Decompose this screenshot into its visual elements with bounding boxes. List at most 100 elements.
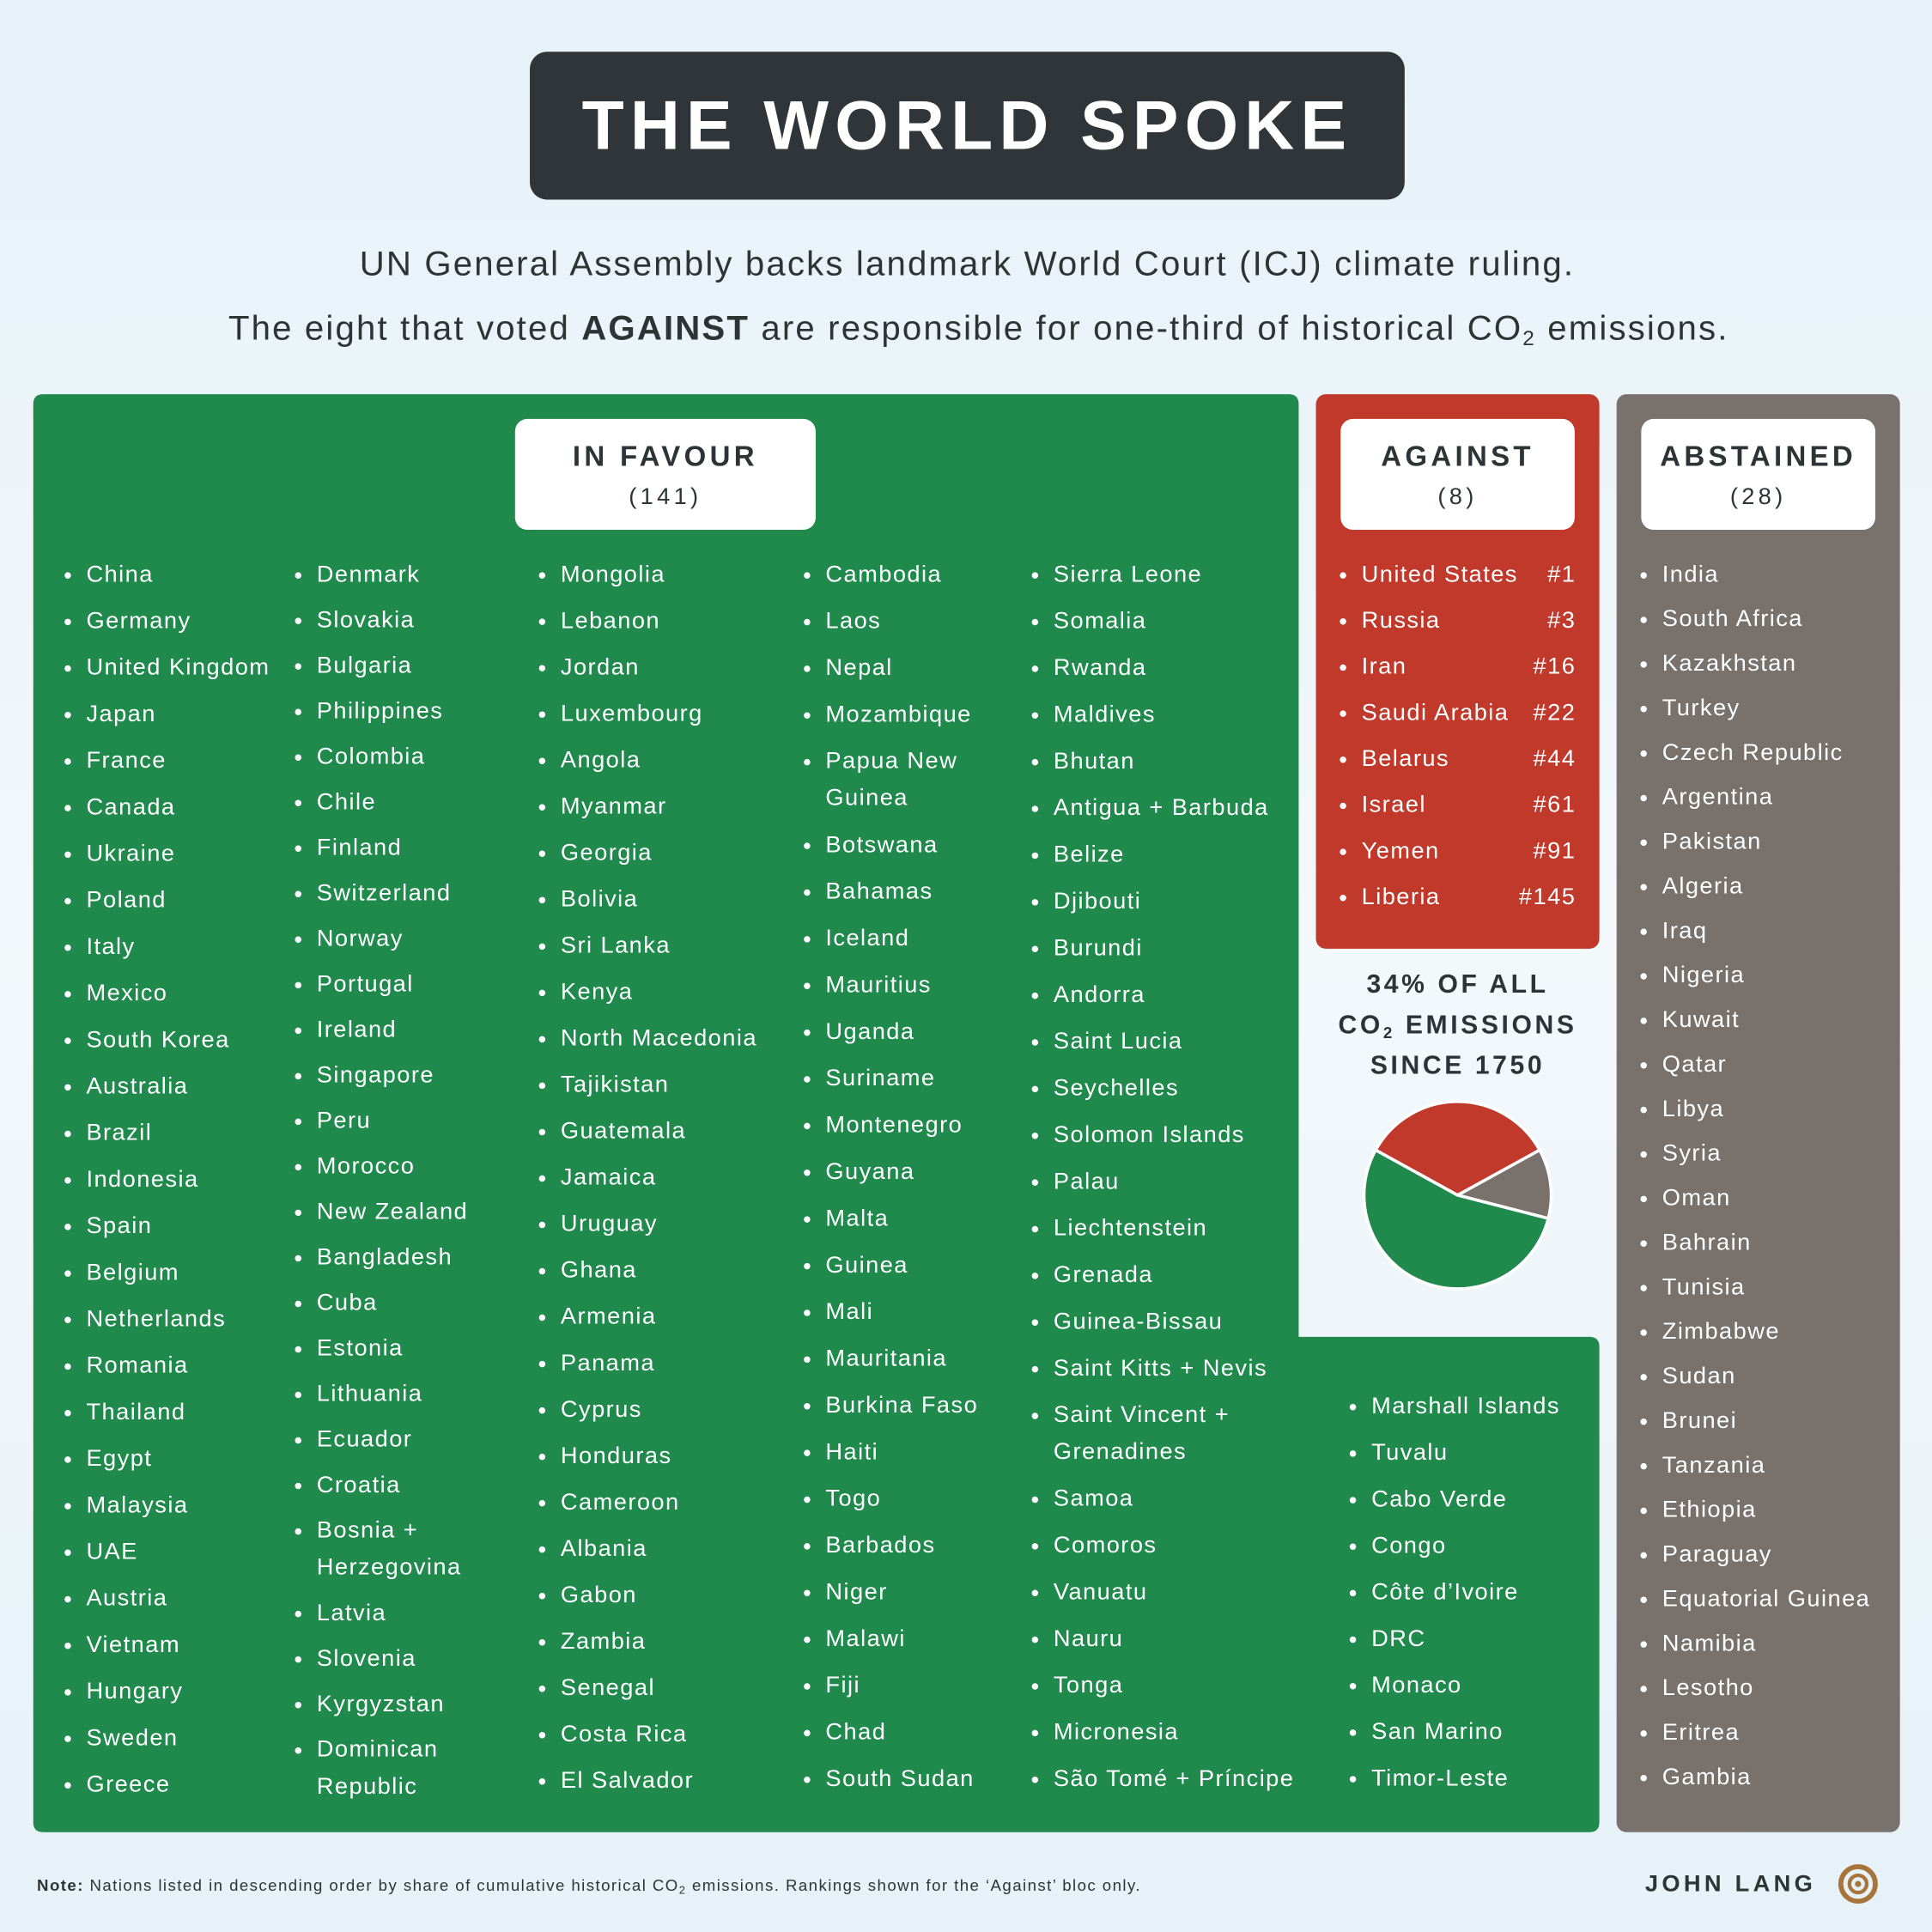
group-label: IN FAVOUR (573, 440, 758, 472)
country: New Zealand (317, 1198, 468, 1224)
bullet (64, 618, 71, 626)
bullet (64, 1270, 71, 1277)
country: Tuvalu (1371, 1438, 1448, 1465)
country: Bahrain (1662, 1228, 1752, 1255)
country: El Salvador (561, 1766, 694, 1793)
country: Egypt (86, 1444, 152, 1471)
bullet (1031, 1636, 1039, 1643)
subtitle: The eight that voted AGAINST are respons… (171, 308, 1763, 350)
country: Malta (825, 1204, 889, 1230)
country: Lithuania (317, 1380, 423, 1406)
bullet (1031, 1319, 1039, 1327)
country: Croatia (317, 1471, 401, 1498)
country: Solomon Islands (1054, 1121, 1245, 1147)
country: Ghana (561, 1256, 637, 1283)
bullet (295, 1300, 301, 1308)
rank: #44 (1534, 744, 1577, 771)
country: Barbados (825, 1531, 935, 1558)
country: Samoa (1054, 1485, 1134, 1511)
country: Maldives (1054, 700, 1156, 726)
country: Sweden (86, 1723, 178, 1750)
bullet (1349, 1403, 1357, 1411)
pie-slice (1362, 1147, 1551, 1291)
bullet (64, 1642, 71, 1649)
bullet (295, 1163, 301, 1171)
bullet (295, 617, 301, 624)
bullet (538, 1778, 546, 1785)
country: Sudan (1662, 1362, 1736, 1388)
country: India (1662, 560, 1719, 586)
bullet (1340, 618, 1346, 625)
bullet (1031, 1496, 1039, 1504)
bullet (1640, 1730, 1647, 1737)
bullet (64, 851, 71, 859)
country: Luxembourg (561, 699, 703, 726)
country: Gambia (1662, 1763, 1752, 1789)
country: Bolivia (561, 885, 638, 912)
country: Cyprus (561, 1395, 642, 1422)
bullet (804, 1170, 811, 1176)
bullet (295, 1747, 301, 1754)
bullet (295, 1482, 301, 1490)
subscript: 2 (679, 1884, 687, 1897)
country: Sri Lanka (561, 932, 671, 958)
bullet (1031, 758, 1039, 766)
bullet (804, 572, 811, 579)
country: Niger (825, 1577, 887, 1604)
bullet (64, 1503, 71, 1510)
country: Romania (86, 1352, 188, 1378)
country: Cameroon (561, 1488, 680, 1515)
country: Iraq (1662, 916, 1708, 943)
country: Bulgaria (317, 651, 412, 677)
bullet (538, 1406, 546, 1414)
subtitle-part: are responsible for one-third of histori… (750, 308, 1522, 347)
bullet (1349, 1497, 1357, 1504)
bullet (295, 1610, 301, 1618)
bullet (538, 1082, 546, 1090)
bullet (295, 1437, 301, 1444)
group-count: (141) (629, 483, 702, 509)
country: Nauru (1054, 1625, 1123, 1651)
country: Ireland (317, 1016, 397, 1042)
bullet (295, 1391, 301, 1399)
country: Seychelles (1054, 1074, 1179, 1101)
country: China (86, 560, 153, 586)
country: Somalia (1054, 607, 1147, 634)
country: Algeria (1662, 872, 1744, 898)
country: Belarus (1362, 744, 1449, 771)
country: Tajikistan (561, 1071, 669, 1097)
bullet (64, 897, 71, 905)
country: Vietnam (86, 1631, 180, 1657)
country: Yemen (1362, 836, 1440, 863)
bullet (64, 1595, 71, 1603)
country: Finland (317, 833, 402, 860)
bullet (804, 712, 811, 720)
bullet (1640, 928, 1647, 935)
bullet (1349, 1543, 1357, 1550)
country: Palau (1054, 1167, 1120, 1194)
country: Nepal (825, 653, 892, 680)
bullet (295, 981, 301, 989)
bullet (1640, 1507, 1647, 1515)
country: Austria (86, 1584, 167, 1611)
bullet (538, 1453, 546, 1461)
bullet (64, 758, 71, 765)
bullet (804, 1262, 811, 1270)
bullet (1640, 1195, 1647, 1203)
country: Kuwait (1662, 1005, 1740, 1032)
bullet (1640, 1774, 1647, 1782)
caption-part: CO (1339, 1011, 1383, 1039)
logo (1847, 1873, 1869, 1895)
country: Kazakhstan (1662, 649, 1797, 676)
bullet (1031, 805, 1039, 812)
country: Brunei (1662, 1406, 1737, 1433)
subscript: 2 (1383, 1024, 1395, 1042)
bullet (64, 1363, 71, 1370)
bullet (295, 754, 301, 761)
country: Guinea-Bissau (1054, 1307, 1223, 1334)
country: Hungary (86, 1677, 183, 1704)
bullet (538, 665, 546, 671)
bullet (295, 1656, 301, 1663)
bullet (1031, 945, 1039, 952)
bullet (1031, 1543, 1039, 1550)
